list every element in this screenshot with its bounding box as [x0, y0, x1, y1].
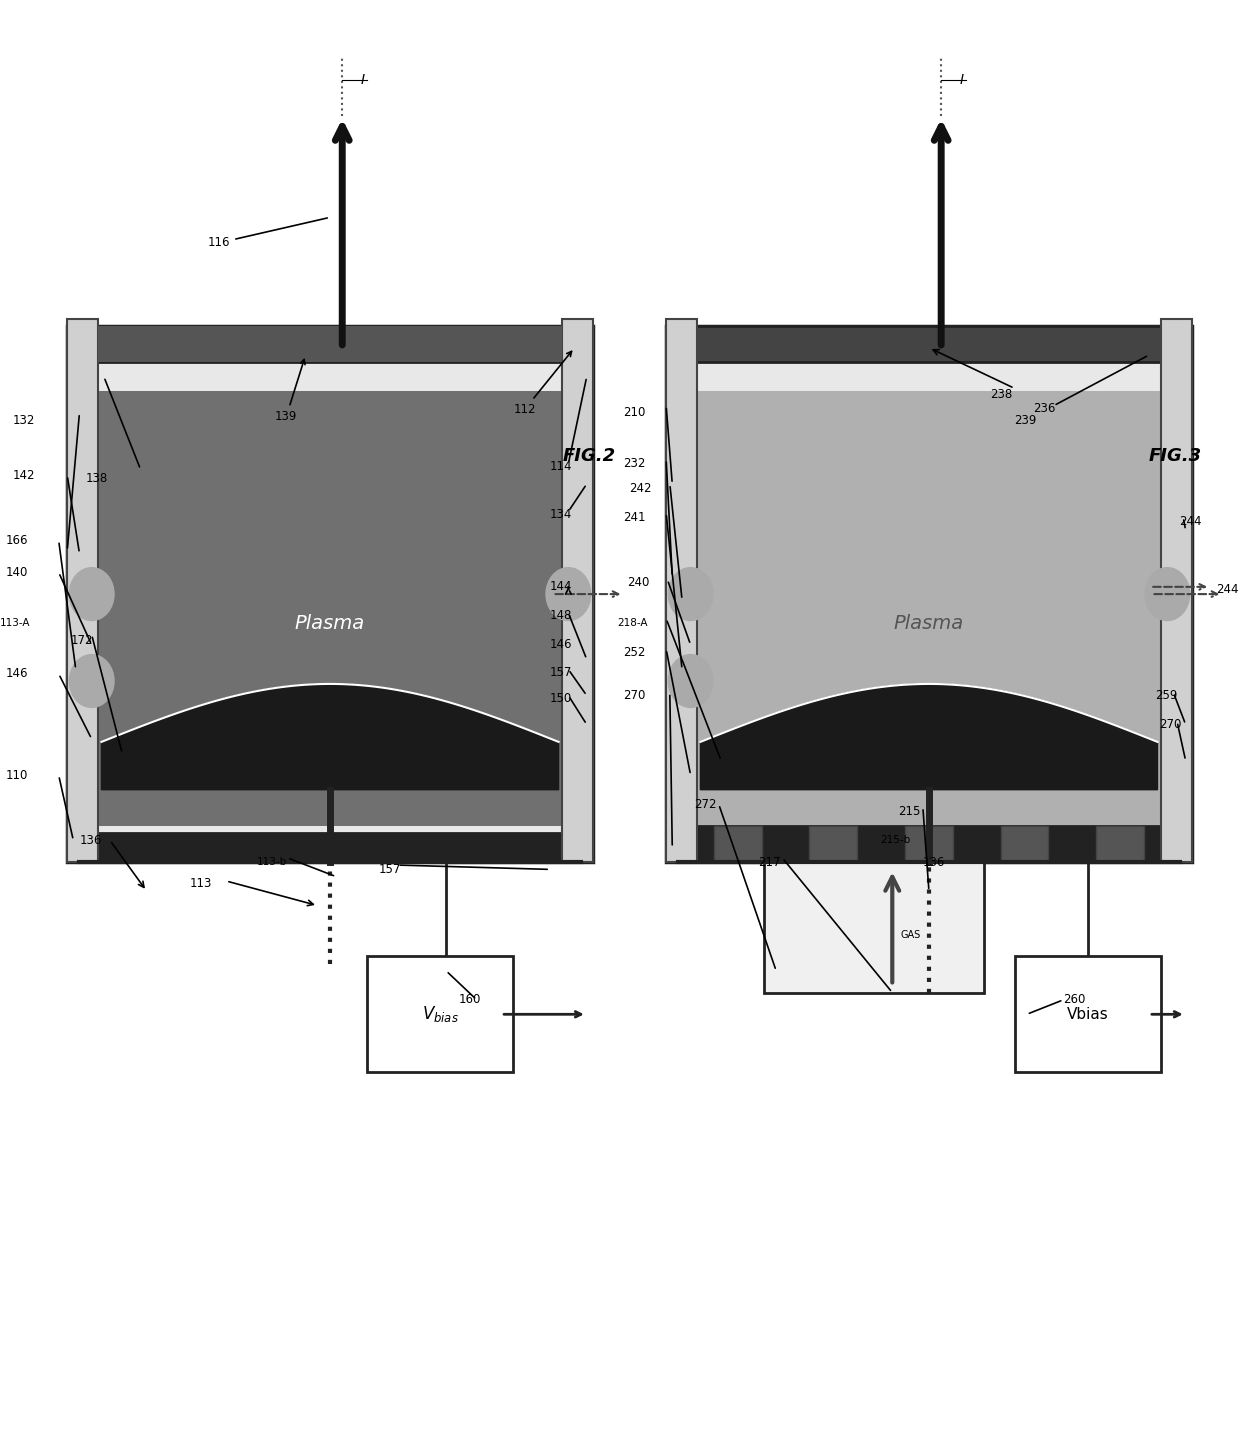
Text: 114: 114 — [551, 461, 573, 472]
Polygon shape — [102, 684, 558, 790]
Bar — [1001, 826, 1048, 862]
Circle shape — [547, 568, 590, 620]
Text: 110: 110 — [6, 769, 29, 781]
Text: 139: 139 — [275, 359, 305, 423]
Circle shape — [69, 655, 114, 707]
Text: 272: 272 — [694, 798, 717, 810]
Bar — [1161, 319, 1192, 862]
Text: 136: 136 — [79, 835, 102, 846]
Bar — [67, 326, 593, 862]
Text: 113-A: 113-A — [0, 619, 31, 627]
Bar — [67, 319, 98, 862]
Text: 146: 146 — [6, 668, 29, 680]
Text: 132: 132 — [12, 414, 35, 426]
Text: I: I — [960, 72, 963, 87]
Text: 157: 157 — [379, 864, 402, 875]
Bar — [98, 391, 562, 826]
Text: FIG.3: FIG.3 — [1149, 448, 1202, 465]
Text: 116: 116 — [208, 217, 327, 249]
Text: 112: 112 — [513, 351, 572, 416]
FancyBboxPatch shape — [367, 956, 513, 1072]
Bar — [714, 826, 761, 862]
Text: 150: 150 — [551, 693, 573, 704]
Text: 236: 236 — [1033, 403, 1055, 414]
FancyBboxPatch shape — [1014, 956, 1161, 1072]
Text: Plasma: Plasma — [295, 613, 365, 633]
Text: I: I — [361, 72, 365, 87]
Text: 241: 241 — [624, 511, 646, 523]
Text: 252: 252 — [624, 646, 646, 658]
Text: 238: 238 — [990, 388, 1012, 400]
Text: 259: 259 — [1156, 690, 1178, 701]
Text: 166: 166 — [6, 535, 29, 546]
Text: FIG.2: FIG.2 — [562, 448, 615, 465]
Text: GAS: GAS — [900, 930, 921, 939]
Bar — [810, 826, 857, 862]
Bar — [67, 326, 593, 362]
Text: 146: 146 — [551, 639, 573, 651]
Bar — [67, 833, 593, 862]
Text: 160: 160 — [459, 994, 481, 1006]
Bar — [666, 826, 1192, 862]
Text: 218-A: 218-A — [618, 619, 647, 627]
Bar — [98, 326, 562, 362]
Text: Plasma: Plasma — [894, 613, 963, 633]
Text: Vbias: Vbias — [1066, 1007, 1109, 1022]
Text: 134: 134 — [551, 509, 573, 520]
Bar — [697, 391, 1161, 826]
Text: 172: 172 — [71, 635, 93, 646]
Bar — [562, 319, 593, 862]
Text: 270: 270 — [624, 690, 646, 701]
Bar — [1096, 826, 1145, 862]
Circle shape — [69, 568, 114, 620]
Text: 148: 148 — [551, 610, 573, 622]
Text: 157: 157 — [551, 667, 573, 678]
Bar — [764, 862, 985, 993]
Circle shape — [1146, 568, 1189, 620]
Bar — [666, 326, 1192, 362]
Text: 244: 244 — [1216, 584, 1239, 596]
Circle shape — [668, 655, 713, 707]
Bar — [666, 319, 697, 862]
Text: 217: 217 — [758, 856, 780, 868]
Text: 144: 144 — [551, 581, 573, 593]
Circle shape — [668, 568, 713, 620]
Text: 260: 260 — [1064, 994, 1086, 1006]
Text: 138: 138 — [86, 472, 108, 484]
Polygon shape — [701, 684, 1157, 790]
Text: 140: 140 — [6, 567, 29, 578]
Text: 215: 215 — [899, 806, 921, 817]
Text: 244: 244 — [1179, 516, 1202, 527]
Text: 240: 240 — [627, 577, 650, 588]
Text: 242: 242 — [630, 483, 652, 494]
Text: 142: 142 — [12, 469, 35, 481]
Text: 239: 239 — [1014, 414, 1037, 426]
Bar — [905, 826, 952, 862]
Text: 232: 232 — [624, 458, 646, 469]
Text: 113: 113 — [190, 878, 212, 890]
Text: 210: 210 — [624, 407, 646, 419]
Text: 270: 270 — [1158, 719, 1182, 730]
Bar — [666, 326, 1192, 862]
Text: 136: 136 — [923, 856, 945, 868]
Text: 215-b: 215-b — [880, 836, 910, 845]
Text: $V_{bias}$: $V_{bias}$ — [422, 1004, 459, 1024]
Text: 113-b: 113-b — [257, 858, 286, 867]
